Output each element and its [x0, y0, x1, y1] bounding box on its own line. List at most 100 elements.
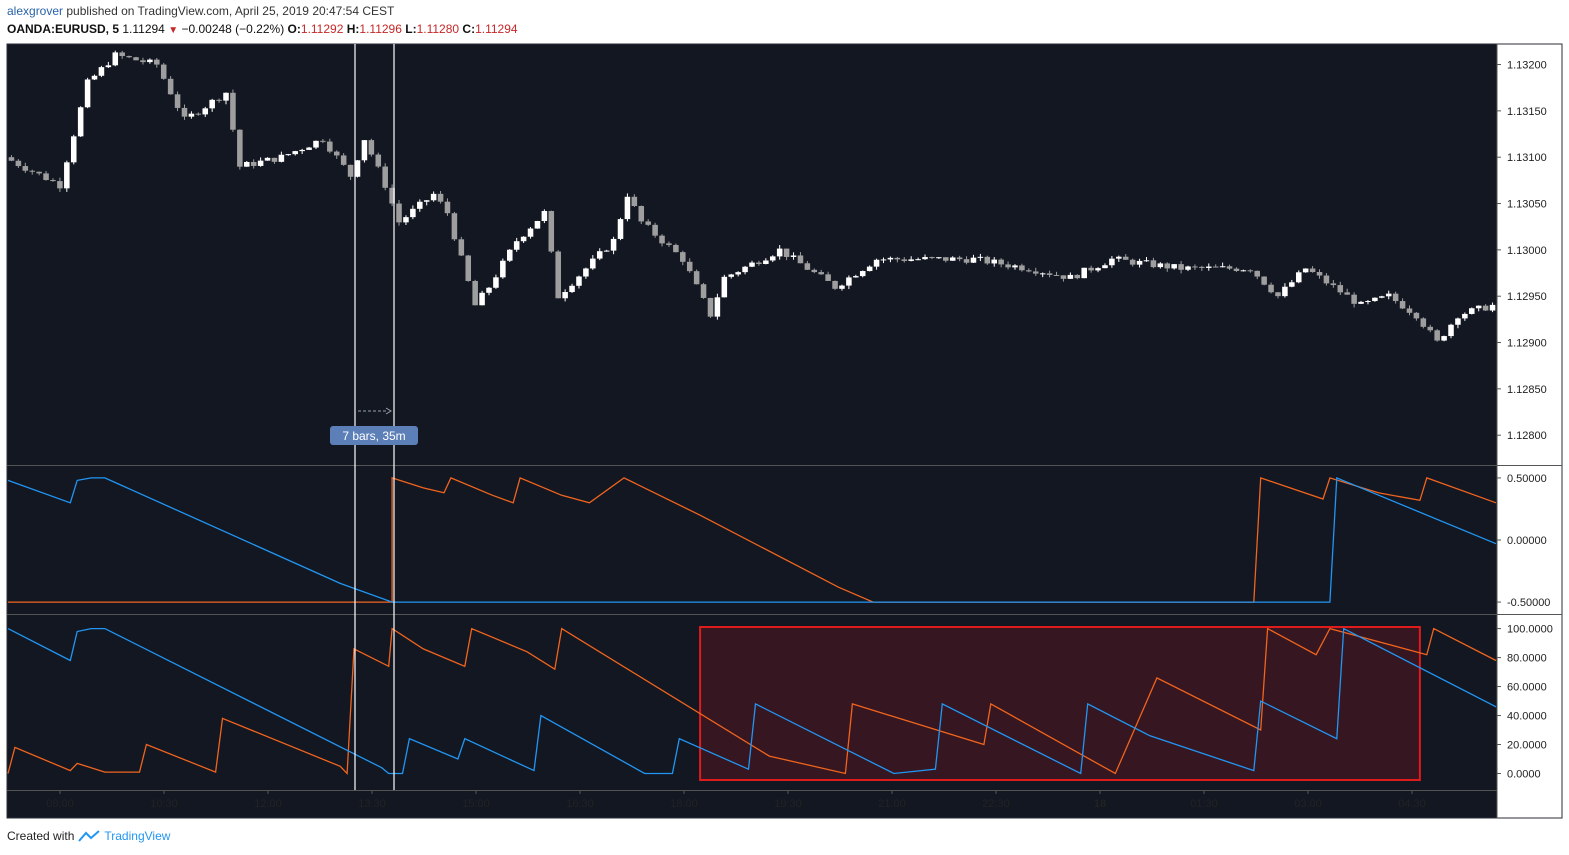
candle-body: [250, 161, 257, 166]
candle-body: [1212, 266, 1219, 268]
candle-body: [617, 219, 624, 239]
candle-body: [417, 201, 423, 209]
candle-body: [1116, 256, 1122, 259]
candle-body: [693, 271, 700, 285]
candle-body: [444, 201, 451, 214]
candle-body: [922, 257, 928, 260]
candle-body: [1282, 286, 1288, 297]
candle-body: [977, 256, 984, 258]
blue-oscillator-line: [7, 627, 1497, 775]
candle-body: [721, 276, 728, 298]
publish-header: alexgrover published on TradingView.com,…: [7, 3, 394, 19]
candle-body: [410, 208, 416, 218]
candle-body: [943, 257, 949, 261]
candle-body: [520, 236, 527, 242]
candle-body: [479, 292, 485, 306]
candle-body: [1289, 282, 1295, 287]
candle-body: [1337, 285, 1344, 293]
candle-body: [451, 213, 458, 240]
last-price: 1.11294: [122, 22, 165, 36]
candle-body: [327, 141, 333, 152]
candle-body: [1067, 274, 1074, 279]
price-scales: 1.13200 1.13150 1.13100 1.13050 1.13000 1.129…: [1497, 60, 1553, 781]
price-tick-label: 1.13100: [1507, 152, 1547, 164]
candle-body: [29, 170, 35, 172]
candle-body: [1095, 268, 1101, 271]
created-with-text: Created with: [7, 829, 75, 843]
measure-tool[interactable]: 7 bars, 35m: [330, 44, 418, 790]
candle-body: [728, 274, 735, 277]
candle-body: [195, 113, 202, 115]
candle-body: [1122, 256, 1129, 260]
candle-body: [244, 161, 250, 167]
candle-body: [22, 166, 29, 171]
close-label: C:: [462, 22, 476, 36]
low-value: 1.11280: [416, 22, 460, 36]
candle-body: [1012, 265, 1018, 268]
price-tick-label: 60.0000: [1507, 682, 1547, 694]
candle-body: [984, 256, 991, 264]
candle-body: [1157, 263, 1164, 268]
candle-body: [610, 238, 617, 251]
candle-body: [299, 149, 305, 152]
candle-body: [1323, 275, 1330, 284]
time-tick-label: 01:30: [1190, 798, 1218, 810]
candle-body: [880, 259, 887, 261]
candle-body: [506, 249, 513, 261]
candle-body: [846, 277, 852, 286]
price-tick-label: 40.0000: [1507, 711, 1547, 723]
candle-body: [956, 257, 963, 260]
candle-body: [596, 251, 603, 259]
candle-body: [216, 99, 222, 101]
price-tick-label: 1.13150: [1507, 106, 1547, 118]
time-tick-label: 13:30: [358, 798, 386, 810]
high-label: H:: [346, 22, 360, 36]
time-tick-label: 18: [1094, 798, 1106, 810]
candle-body: [569, 285, 575, 293]
candle-body: [562, 292, 568, 299]
candle-body: [285, 154, 292, 156]
time-tick-label: 19:30: [774, 798, 802, 810]
candle-body: [105, 65, 112, 68]
candle-body: [735, 272, 741, 275]
candle-body: [686, 261, 693, 272]
highlight-box[interactable]: [699, 626, 1421, 781]
candle-body: [645, 221, 651, 225]
candle-body: [783, 248, 790, 257]
candle-body: [1434, 330, 1440, 341]
candle-body: [188, 113, 195, 117]
price-tick-label: 1.12900: [1507, 338, 1547, 350]
candle-body: [1358, 301, 1364, 304]
candle-body: [1469, 308, 1475, 314]
candle-body: [147, 59, 153, 63]
candle-body: [84, 79, 91, 108]
candle-body: [887, 257, 894, 260]
measure-label-box[interactable]: [330, 426, 418, 445]
candle-body: [1074, 274, 1081, 279]
candle-body: [202, 108, 209, 115]
price-tick-label: 1.13000: [1507, 245, 1547, 257]
candle-body: [908, 259, 914, 261]
candle-body: [1109, 258, 1115, 266]
candle-body: [901, 259, 908, 261]
time-tick-label: 03:00: [1294, 798, 1322, 810]
candle-body: [354, 160, 361, 177]
candle-body: [1060, 275, 1067, 279]
published-text: published on TradingView.com, April 25, …: [66, 4, 395, 18]
candle-body: [603, 250, 610, 252]
candle-body: [631, 196, 638, 207]
candle-body: [154, 59, 160, 65]
author-link[interactable]: alexgrover: [7, 4, 64, 18]
tradingview-link[interactable]: TradingView: [104, 829, 171, 843]
candle-body: [292, 151, 298, 155]
candle-body: [1046, 273, 1053, 275]
candlestick-series: [8, 50, 1496, 342]
candle-body: [1081, 267, 1087, 279]
candle-body: [652, 224, 658, 236]
candle-body: [776, 248, 783, 257]
candle-body: [458, 239, 465, 256]
candle-body: [1482, 305, 1489, 311]
candle-body: [963, 259, 970, 263]
candle-body: [1427, 326, 1434, 331]
